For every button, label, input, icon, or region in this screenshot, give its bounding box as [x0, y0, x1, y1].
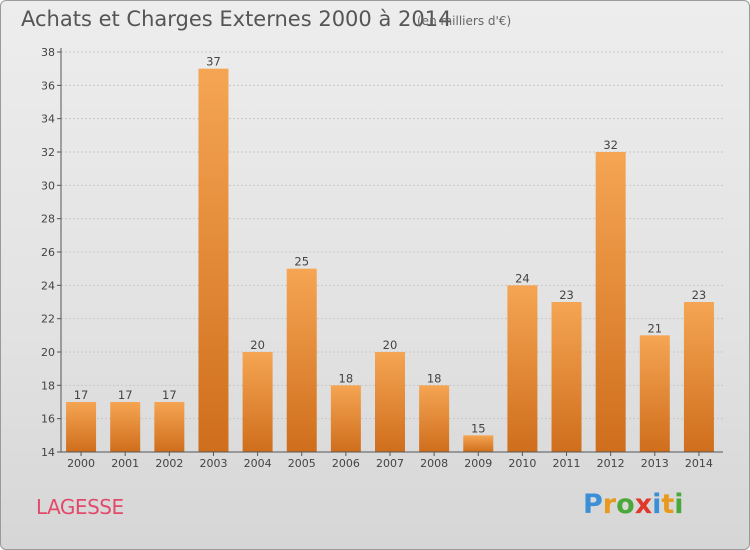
bar: [507, 285, 538, 452]
bar-value-label: 24: [515, 271, 530, 285]
x-tick-label: 2005: [288, 457, 316, 470]
bar-value-label: 20: [250, 338, 265, 352]
x-tick-label: 2007: [376, 457, 404, 470]
y-tick-label: 16: [41, 413, 55, 426]
bar: [242, 352, 273, 452]
bar-value-label: 20: [383, 338, 398, 352]
commune-name: LAGESSE: [36, 495, 124, 519]
x-tick-label: 2002: [155, 457, 183, 470]
logo-letter: t: [661, 489, 675, 520]
bar: [154, 402, 185, 452]
logo-letter: r: [602, 489, 617, 520]
x-tick-label: 2008: [420, 457, 448, 470]
y-tick-label: 22: [41, 313, 55, 326]
bar: [463, 435, 494, 452]
y-tick-label: 24: [41, 279, 55, 292]
x-tick-label: 2009: [464, 457, 492, 470]
y-tick-label: 30: [41, 179, 55, 192]
y-tick-label: 20: [41, 346, 55, 359]
bar-value-label: 25: [294, 255, 309, 269]
bars: 17 17 17 37 20 25 18 20 18 15 24 23 32 21 23: [66, 55, 714, 453]
bar: [110, 402, 141, 452]
bar: [595, 152, 626, 452]
logo-letter: P: [583, 489, 603, 520]
x-tick-label: 2000: [67, 457, 95, 470]
proxiti-logo: Proxiti: [583, 489, 684, 520]
y-tick-label: 18: [41, 379, 55, 392]
logo-letter: o: [616, 489, 635, 520]
x-tick-label: 2001: [111, 457, 139, 470]
bar: [330, 385, 361, 452]
bar: [551, 302, 582, 452]
bar-value-label: 17: [118, 388, 133, 402]
axes: 14 16 18 20 22 24 26 28 30 32 34 36 38 2000 2001 2002 20…: [41, 46, 723, 470]
bar: [683, 302, 714, 452]
x-tick-label: 2013: [641, 457, 669, 470]
y-tick-label: 36: [41, 79, 55, 92]
y-tick-label: 28: [41, 213, 55, 226]
bar: [286, 268, 317, 452]
chart-subtitle: (en milliers d'€): [417, 14, 512, 28]
bar: [639, 335, 670, 452]
y-tick-label: 38: [41, 46, 55, 59]
bar-value-label: 23: [559, 288, 574, 302]
bar-value-label: 18: [339, 371, 354, 385]
x-tick-label: 2006: [332, 457, 360, 470]
y-tick-label: 34: [41, 113, 55, 126]
logo-letter: i: [652, 489, 662, 520]
bar-value-label: 32: [603, 138, 618, 152]
logo-letter: x: [634, 489, 653, 520]
x-tick-label: 2011: [553, 457, 581, 470]
y-tick-label: 14: [41, 446, 55, 459]
x-tick-label: 2012: [597, 457, 625, 470]
x-tick-label: 2010: [508, 457, 536, 470]
logo-letter: i: [674, 489, 684, 520]
chart-title: Achats et Charges Externes 2000 à 2014: [21, 7, 452, 31]
bar-value-label: 15: [471, 421, 486, 435]
bar: [419, 385, 450, 452]
bar-value-label: 21: [647, 321, 662, 335]
bar: [375, 352, 405, 452]
bar-value-label: 17: [74, 388, 89, 402]
bar-value-label: 18: [427, 371, 442, 385]
bar-value-label: 23: [692, 288, 707, 302]
bar: [198, 68, 229, 453]
bar-value-label: 17: [162, 388, 177, 402]
y-tick-label: 32: [41, 146, 55, 159]
x-tick-label: 2004: [244, 457, 272, 470]
bar-value-label: 37: [206, 55, 221, 69]
x-tick-label: 2014: [685, 457, 713, 470]
y-tick-label: 26: [41, 246, 55, 259]
bar: [66, 402, 97, 452]
x-tick-label: 2003: [199, 457, 227, 470]
